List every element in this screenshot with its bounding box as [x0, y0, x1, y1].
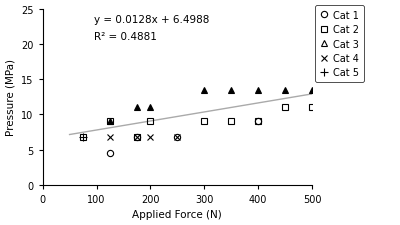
- Text: y = 0.0128x + 6.4988: y = 0.0128x + 6.4988: [94, 15, 209, 25]
- Y-axis label: Pressure (MPa): Pressure (MPa): [6, 59, 16, 136]
- Legend: Cat 1, Cat 2, Cat 3, Cat 4, Cat 5: Cat 1, Cat 2, Cat 3, Cat 4, Cat 5: [315, 6, 364, 83]
- X-axis label: Applied Force (N): Applied Force (N): [132, 209, 222, 219]
- Text: R² = 0.4881: R² = 0.4881: [94, 32, 157, 42]
